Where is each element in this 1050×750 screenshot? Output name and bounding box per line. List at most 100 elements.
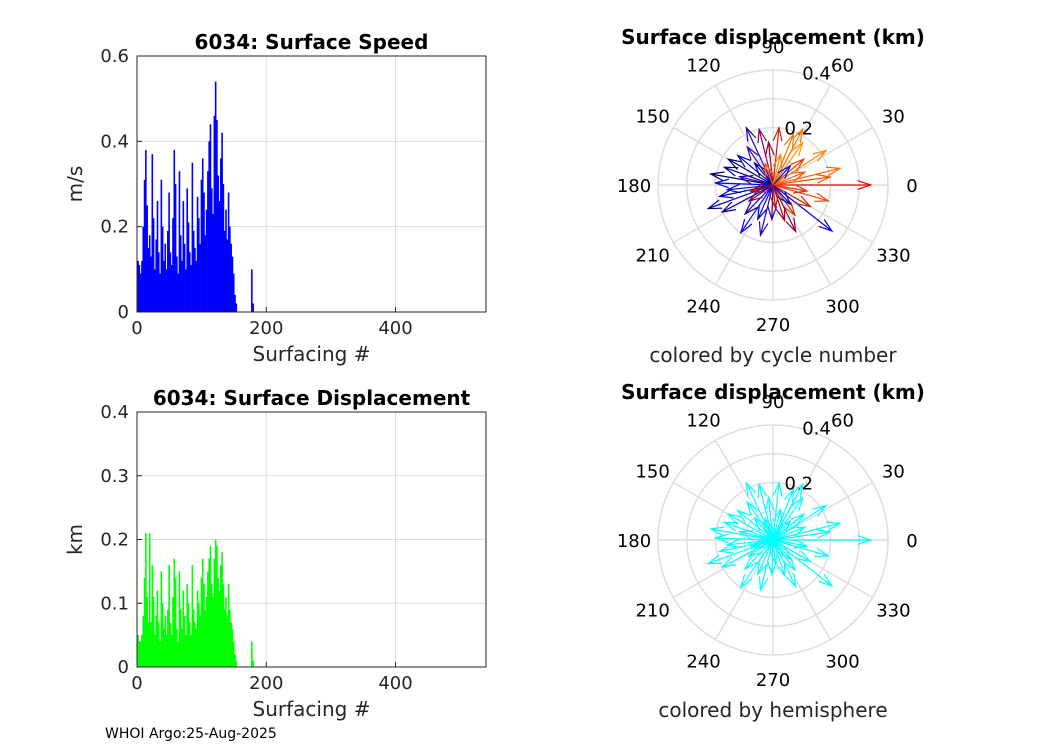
bar	[203, 584, 205, 667]
bar	[147, 248, 150, 312]
bar	[194, 622, 196, 667]
bar	[208, 141, 210, 312]
bar	[187, 222, 190, 312]
vector-arrowhead	[791, 141, 804, 157]
bar	[222, 584, 225, 667]
angle-label: 300	[825, 651, 859, 672]
bar	[201, 158, 204, 312]
vector-shaft	[750, 539, 774, 547]
vector-arrowhead	[857, 535, 873, 545]
angle-label: 270	[756, 315, 790, 336]
bar	[156, 201, 159, 312]
vector-arrowhead	[743, 556, 758, 571]
vector-shaft	[767, 497, 774, 541]
plot-frame	[136, 55, 487, 313]
vector-shaft	[772, 539, 808, 547]
bar	[154, 635, 156, 667]
bar	[177, 641, 179, 667]
vector-shaft	[772, 539, 833, 587]
vector-arrowhead	[814, 547, 831, 558]
bar	[143, 577, 146, 667]
vector-shaft	[772, 184, 786, 221]
vector-shaft	[727, 158, 774, 186]
vector-arrowhead	[785, 217, 797, 234]
vector-shaft	[707, 184, 774, 210]
vector-arrowhead	[793, 183, 809, 194]
bar	[145, 149, 147, 312]
vector-arrowhead	[757, 205, 768, 221]
bar	[159, 273, 161, 312]
vector-arrowhead	[777, 546, 792, 561]
vector-shaft	[772, 128, 804, 186]
bar	[156, 590, 159, 667]
vector-arrowhead	[764, 140, 775, 156]
vector-arrowhead	[717, 188, 734, 199]
vector-shaft	[772, 184, 833, 232]
bar	[139, 641, 142, 667]
bar	[222, 184, 225, 312]
vector-arrowhead	[737, 174, 754, 185]
angle-label: 0	[906, 176, 917, 197]
vector-shaft	[744, 184, 774, 215]
bar	[179, 609, 182, 667]
polar-ring	[657, 424, 889, 656]
vector-shaft	[758, 484, 774, 541]
bar	[169, 622, 172, 667]
vector-arrowhead	[749, 182, 765, 193]
bar	[173, 558, 176, 667]
vector-arrowhead	[783, 132, 795, 149]
y-tick-label: 0.4	[100, 402, 129, 423]
bar	[137, 635, 139, 667]
bar	[142, 226, 145, 312]
vector-shaft	[772, 539, 811, 563]
bar	[199, 243, 201, 312]
radius-label: 0.2	[784, 118, 813, 139]
footer-credit: WHOI Argo:25-Aug-2025	[105, 726, 277, 742]
chart-title: 6034: Surface Displacement	[153, 386, 471, 410]
bar	[182, 201, 185, 312]
angle-label: 240	[686, 651, 720, 672]
vector-arrowhead	[796, 195, 812, 208]
vector-arrowhead	[706, 199, 723, 210]
vector-arrowhead	[720, 201, 737, 213]
bar	[163, 260, 165, 312]
bar	[170, 265, 173, 312]
bar	[205, 596, 208, 667]
bar	[207, 571, 209, 667]
vector-shaft	[772, 171, 806, 186]
bar	[212, 213, 214, 312]
vector-arrowhead	[743, 201, 758, 216]
vector-arrowhead	[747, 544, 763, 558]
bar	[146, 596, 148, 667]
vector-arrowhead	[722, 166, 739, 177]
vector-arrowhead	[793, 538, 809, 549]
bar	[165, 269, 168, 312]
bar	[213, 115, 216, 312]
vector-arrowhead	[818, 574, 834, 588]
vector-shaft	[772, 184, 797, 232]
vector-arrowhead	[757, 127, 768, 144]
vector-arrowhead	[767, 560, 778, 577]
vector-shaft	[772, 184, 791, 205]
vector-arrowhead	[777, 519, 792, 534]
vector-arrowhead	[757, 482, 768, 499]
vector-arrowhead	[720, 556, 737, 568]
bar	[232, 641, 235, 667]
angle-label: 240	[686, 296, 720, 317]
bar	[159, 641, 161, 667]
bar	[221, 132, 223, 312]
vector-shaft	[772, 184, 777, 208]
bar	[151, 565, 154, 667]
vector-shaft	[748, 184, 774, 202]
bar	[191, 162, 194, 312]
vector-arrowhead	[816, 528, 832, 539]
x-tick-label: 400	[378, 318, 412, 339]
bar	[218, 201, 221, 312]
bar	[188, 622, 191, 667]
bar	[148, 533, 151, 667]
vector-shaft	[739, 176, 774, 186]
bar	[252, 660, 254, 667]
vector-arrowhead	[725, 538, 742, 549]
vector-arrowhead	[796, 550, 812, 563]
